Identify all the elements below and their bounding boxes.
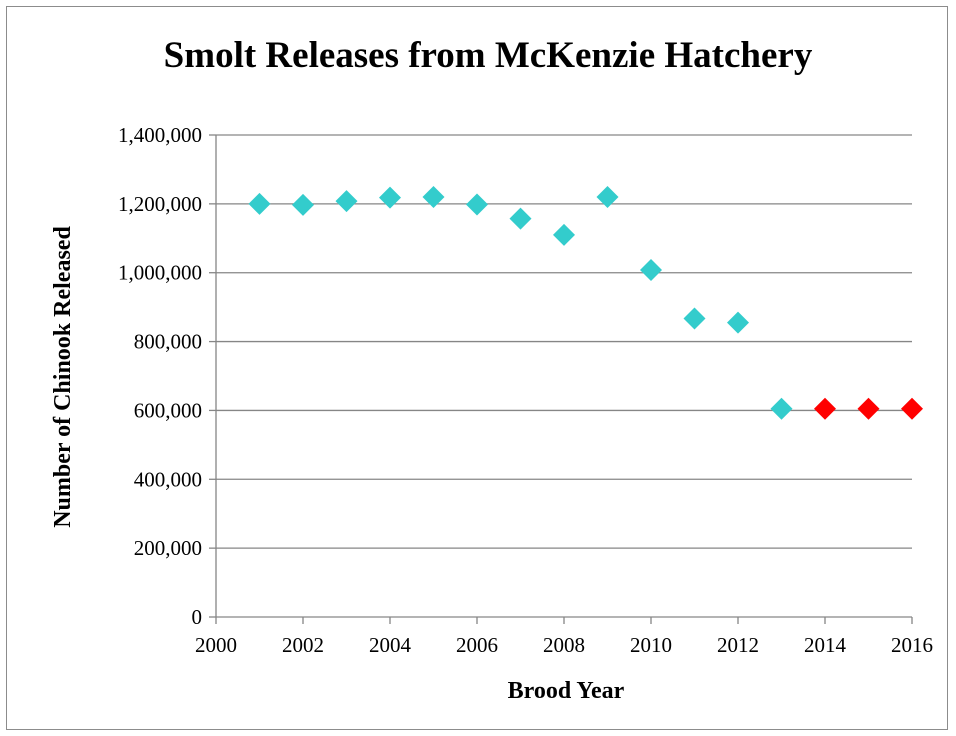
data-point: [379, 186, 401, 209]
y-axis-title: Number of Chinook Released: [50, 226, 76, 528]
data-point: [335, 190, 358, 213]
x-tick-label: 2008: [543, 633, 585, 657]
y-tick-label: 1,000,000: [118, 261, 202, 285]
data-point: [640, 258, 662, 281]
data-point: [292, 193, 314, 216]
y-tick-label: 800,000: [134, 330, 202, 354]
data-point: [901, 397, 923, 420]
y-tick-label: 0: [192, 605, 203, 629]
data-point: [770, 397, 793, 420]
x-axis-title: Brood Year: [508, 678, 625, 704]
y-tick-label: 1,200,000: [118, 192, 202, 216]
x-tick-label: 2010: [630, 633, 672, 657]
x-tick-label: 2016: [891, 633, 933, 657]
data-point: [422, 185, 445, 208]
data-points: [248, 185, 923, 420]
data-point: [553, 223, 575, 246]
y-tick-label: 200,000: [134, 536, 202, 560]
y-tick-label: 400,000: [134, 467, 202, 491]
gridlines: [216, 134, 912, 549]
tick-labels: 0 200,000 400,000 600,000 800,000 1,000,000 1,…: [118, 123, 933, 657]
data-point: [596, 185, 619, 208]
x-tick-label: 2004: [369, 633, 412, 657]
data-point: [814, 397, 836, 420]
y-tick-label: 1,400,000: [118, 123, 202, 147]
x-tick-label: 2006: [456, 633, 498, 657]
y-tick-label: 600,000: [134, 398, 202, 422]
axes: [209, 134, 913, 624]
data-point: [683, 307, 706, 330]
chart-title: Smolt Releases from McKenzie Hatchery: [164, 35, 813, 76]
data-point: [248, 192, 271, 215]
data-point: [466, 193, 488, 216]
data-point: [509, 207, 532, 230]
chart-frame: [6, 6, 948, 730]
data-point: [727, 311, 749, 334]
x-tick-label: 2000: [195, 633, 237, 657]
data-point: [857, 397, 880, 420]
x-tick-label: 2014: [804, 633, 847, 657]
x-tick-label: 2002: [282, 633, 324, 657]
x-tick-label: 2012: [717, 633, 759, 657]
